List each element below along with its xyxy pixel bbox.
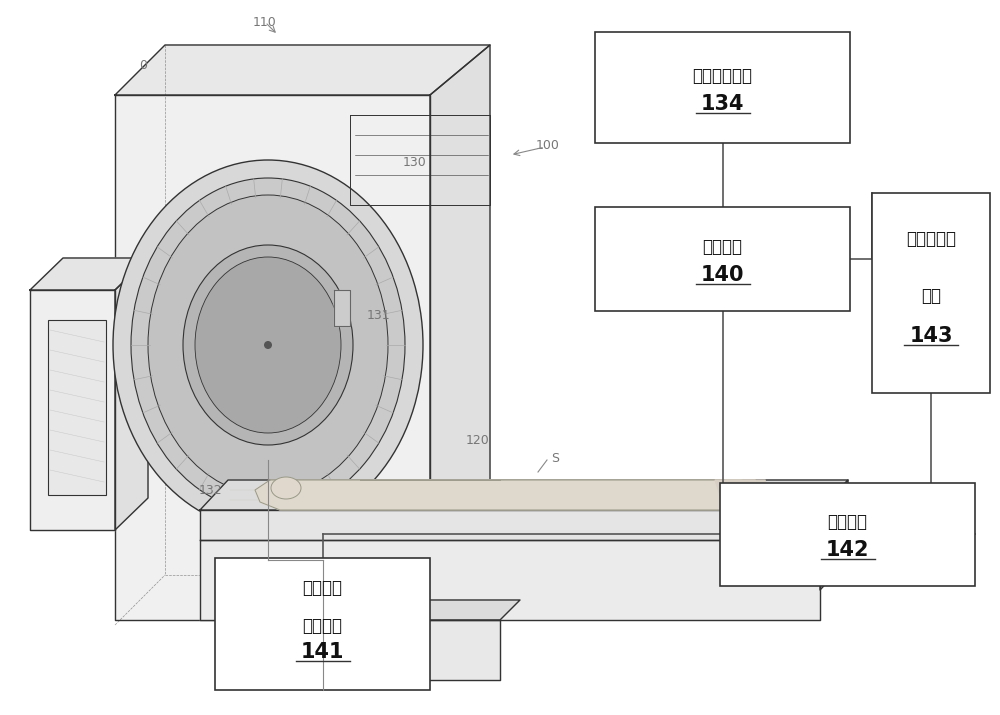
Text: S: S [551,451,559,465]
Polygon shape [820,480,848,590]
Polygon shape [255,480,780,510]
Ellipse shape [131,178,405,512]
Ellipse shape [271,477,301,499]
Ellipse shape [264,341,272,349]
FancyBboxPatch shape [48,320,106,495]
Polygon shape [430,45,490,620]
Bar [595,207,850,311]
Text: 监控单元: 监控单元 [302,617,342,635]
Text: 132: 132 [198,483,222,496]
Polygon shape [235,600,520,620]
Text: 142: 142 [826,541,869,561]
Polygon shape [200,510,820,540]
Text: 141: 141 [301,642,344,662]
Polygon shape [334,290,350,326]
Polygon shape [30,290,115,530]
Text: 100: 100 [536,139,560,152]
Ellipse shape [113,160,423,530]
Ellipse shape [183,245,353,445]
Polygon shape [115,45,490,95]
Bar [720,483,975,586]
Text: 120: 120 [466,433,490,446]
Text: 140: 140 [701,265,744,285]
Text: 处理单元: 处理单元 [828,513,868,531]
Text: 0: 0 [139,59,147,72]
Text: 生理信号: 生理信号 [302,579,342,597]
Text: 控制台及显: 控制台及显 [906,230,956,248]
Text: 高压发生单元: 高压发生单元 [692,66,753,84]
Polygon shape [200,540,820,620]
Polygon shape [200,480,848,510]
Polygon shape [115,258,148,530]
Text: 110: 110 [253,16,277,29]
Polygon shape [715,480,765,510]
Ellipse shape [195,257,341,433]
Text: 示器: 示器 [921,287,941,305]
Text: 134: 134 [701,94,744,114]
Text: 131: 131 [366,308,390,322]
Text: 130: 130 [403,155,427,169]
Bar [215,558,430,690]
Bar [595,32,850,143]
Bar [872,193,990,393]
Text: 控制单元: 控制单元 [702,238,742,256]
Ellipse shape [148,195,388,495]
Polygon shape [115,95,430,620]
Polygon shape [235,620,500,680]
Text: 143: 143 [909,326,953,346]
Polygon shape [725,480,775,510]
Polygon shape [30,258,148,290]
